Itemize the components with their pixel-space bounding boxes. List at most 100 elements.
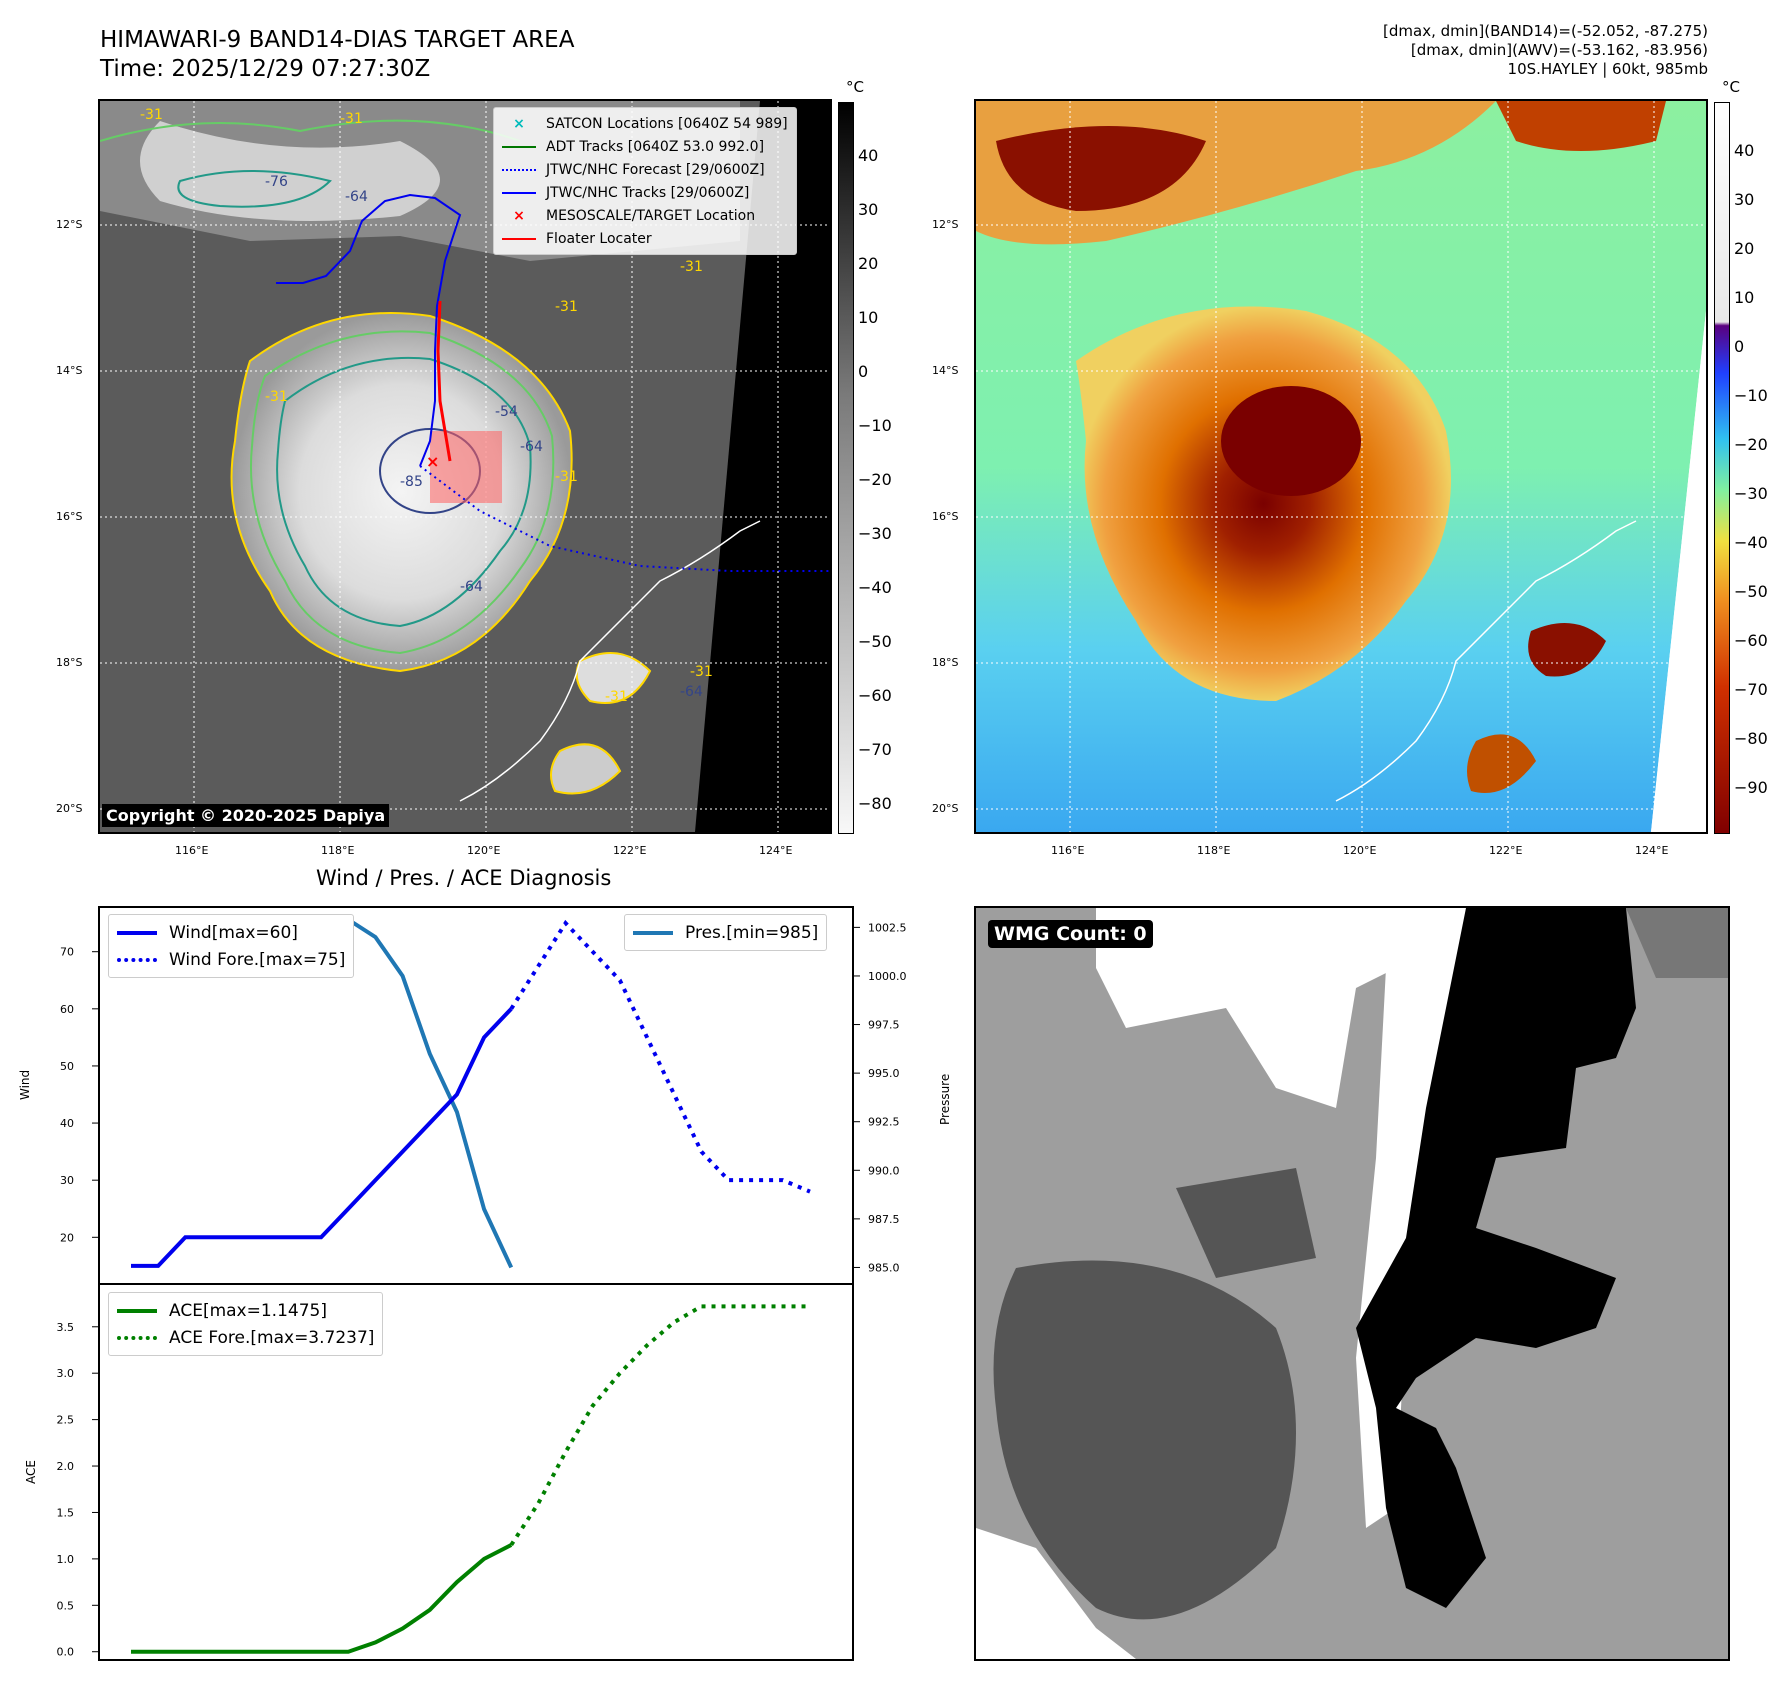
ace-axis-tick-label: 2.0 [57,1460,75,1473]
svg-text:-31: -31 [690,664,713,680]
ace-axis-tick-label: 2.5 [57,1414,75,1427]
ir-cb-tick: −20 [858,470,892,489]
wind-axis-tick-label: 30 [60,1174,74,1187]
pressure-axis-tick-label: 990.0 [868,1164,900,1177]
legend-satcon: × SATCON Locations [0640Z 54 989] [502,112,788,135]
wmg-gray-corner [1626,908,1728,978]
ir-no-data [695,101,830,832]
floater-line-icon [502,237,536,240]
contour-labels: -31 -31 -31 -31 -31 -31 -31 -31 [140,107,713,705]
ace-axis-tick-label: 1.0 [57,1553,75,1566]
ir-lon-label: 120°E [467,844,501,857]
svg-text:-31: -31 [140,107,163,123]
awv-map-image [976,101,1706,832]
awv-cyclone-core [1221,386,1361,496]
legend-jtwc-forecast: JTWC/NHC Forecast [29/0600Z] [502,158,788,181]
svg-text:-31: -31 [340,111,363,127]
awv-colorbar-unit: °C [1722,78,1740,96]
target-area [430,431,502,503]
awv-cell-ne [1496,101,1666,151]
awv-map[interactable] [974,99,1708,834]
pressure-axis-tick-label: 997.5 [868,1019,900,1032]
svg-text:-64: -64 [460,579,483,595]
awv-lat-label: 18°S [932,656,959,669]
awv-lon-label: 120°E [1343,844,1377,857]
wmg-panel[interactable]: WMG Count: 0 [974,906,1730,1661]
awv-colorbar [1714,102,1730,834]
awv-cb-tick: −60 [1734,631,1768,650]
ir-lat-label: 14°S [56,364,83,377]
awv-cb-tick: 20 [1734,239,1755,258]
wind-axis-tick-label: 20 [60,1231,74,1244]
ace-axis-tick-label: 1.5 [57,1506,75,1519]
copyright: Copyright © 2020-2025 Dapiya [102,804,390,827]
floater-track [436,300,452,462]
svg-text:-31: -31 [555,469,578,485]
svg-text:-54: -54 [495,404,518,420]
contour-teal [276,356,532,628]
ir-lon-label: 118°E [321,844,355,857]
ace-axis-tick-label: 3.0 [57,1367,75,1380]
jtwc-track [276,193,462,467]
ir-cyclone-cloud [231,313,572,671]
wmg-white-sw [976,1528,1136,1659]
wmg-dark-region [993,1260,1296,1620]
ir-cb-tick: 40 [858,146,879,165]
cell-east [575,652,652,704]
wind-axis-tick-label: 50 [60,1060,74,1073]
svg-text:-64: -64 [520,439,543,455]
awv-lon-label: 118°E [1197,844,1231,857]
ir-cb-tick: 10 [858,308,879,327]
wind-line-icon [117,930,157,935]
legend-ace: ACE[max=1.1475] [117,1297,374,1324]
jtwc-forecast [419,465,830,572]
ir-cb-tick: −80 [858,794,892,813]
ace-forecast-line-icon [117,1335,157,1340]
wind-axis-tick-label: 70 [60,946,74,959]
awv-coastline [1335,520,1637,802]
coastline [459,520,761,802]
track-line-icon [502,191,536,194]
cell-south [550,743,622,795]
ace-axis-tick-label: 0.0 [57,1646,75,1659]
svg-text:-64: -64 [680,684,703,700]
awv-cyclone [1076,306,1451,701]
wind-legend: Wind[max=60] Wind Fore.[max=75] [108,914,355,978]
ir-lon-label: 122°E [613,844,647,857]
ir-lon-label: 124°E [759,844,793,857]
ir-lat-label: 12°S [56,218,83,231]
ir-cb-tick: −10 [858,416,892,435]
awv-cb-tick: −50 [1734,582,1768,601]
awv-lon-label: 122°E [1489,844,1523,857]
contour-yellow [230,312,573,673]
awv-cb-tick: −30 [1734,484,1768,503]
awv-info-line2: [dmax, dmin](AWV)=(-53.162, -83.956) [1410,41,1708,59]
pressure-axis-tick-label: 995.0 [868,1067,900,1080]
ir-map[interactable]: × -31 -31 -31 -31 -31 -31 -31 -31 -76 -6… [98,99,832,834]
wmg-dark-patch [1176,1168,1316,1278]
legend-ace-forecast: ACE Fore.[max=3.7237] [117,1324,374,1351]
awv-gridlines [976,101,1706,832]
ace-forecast-line [509,1304,810,1547]
adt-line-icon [502,145,536,148]
map-title-line1: HIMAWARI-9 BAND14-DIAS TARGET AREA [100,27,575,53]
ir-lat-label: 16°S [56,510,83,523]
awv-info-line3: 10S.HAYLEY | 60kt, 985mb [1507,60,1708,78]
wind-axis-tick-label: 40 [60,1117,74,1130]
awv-lon-label: 124°E [1635,844,1669,857]
awv-cb-tick: 0 [1734,337,1745,356]
awv-info-line1: [dmax, dmin](BAND14)=(-52.052, -87.275) [1383,22,1708,40]
awv-cb-tick: −70 [1734,680,1768,699]
contour-labels-dark: -76 -64 -54 -64 -64 -85 -64 [265,174,703,700]
contour-green [249,330,555,655]
ace-axis-tick-label: 3.5 [57,1321,75,1334]
wind-forecast-line [509,919,811,1194]
ir-cb-tick: −70 [858,740,892,759]
wmg-count-badge: WMG Count: 0 [988,920,1153,948]
awv-lat-label: 20°S [932,802,959,815]
ir-colorbar [838,102,854,834]
awv-cb-tick: −20 [1734,435,1768,454]
wind-axis-label: Wind [18,1069,32,1100]
svg-text:-85: -85 [400,474,423,490]
legend-pressure: Pres.[min=985] [633,919,818,946]
